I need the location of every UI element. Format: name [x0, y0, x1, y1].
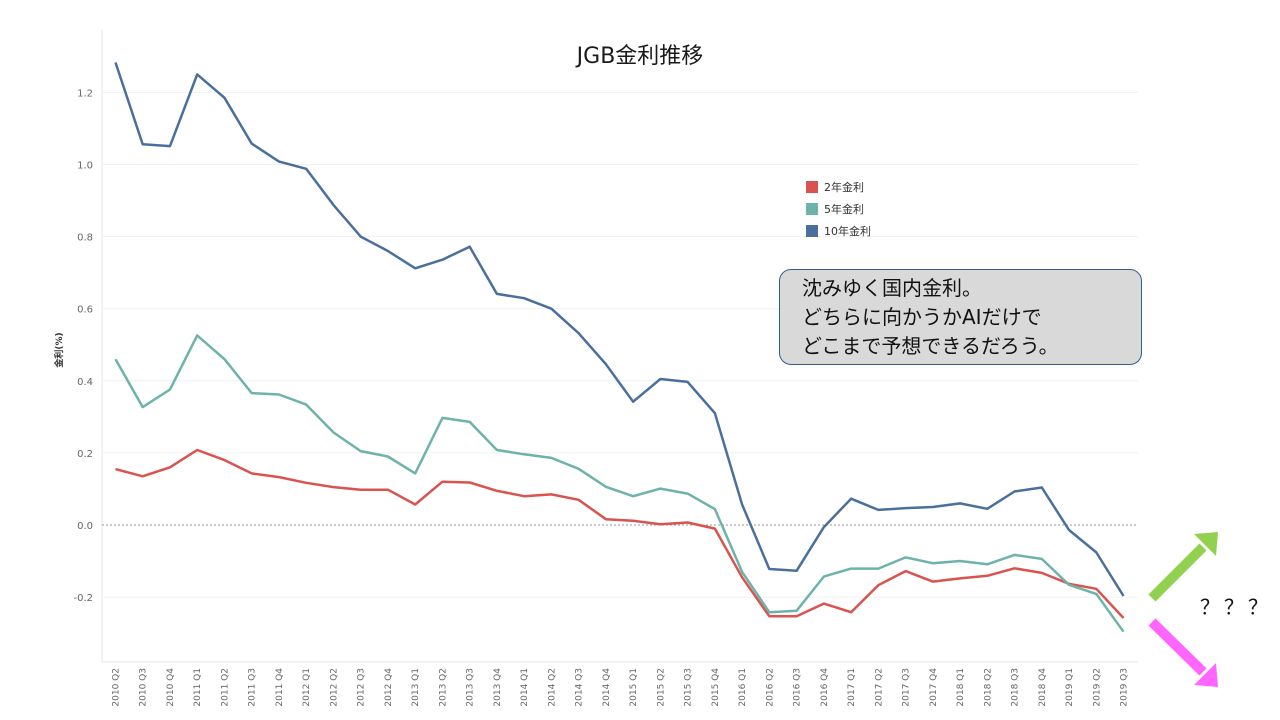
legend-label: 2年金利 [824, 181, 864, 194]
x-tick-label: 2015 Q1 [629, 668, 639, 707]
chart-title: JGB金利推移 [576, 44, 704, 69]
up-arrow [1148, 532, 1218, 602]
x-tick-label: 2010 Q3 [139, 668, 149, 707]
legend-swatch-10y [806, 225, 818, 237]
legend-item-5y: 5年金利 [806, 198, 871, 220]
x-tick-label: 2018 Q3 [1011, 668, 1021, 707]
legend-item-10y: 10年金利 [806, 220, 871, 242]
x-tick-label: 2012 Q1 [302, 668, 312, 707]
x-tick-label: 2018 Q4 [1038, 668, 1048, 707]
x-tick-label: 2017 Q3 [902, 668, 912, 707]
x-tick-label: 2014 Q1 [520, 668, 530, 707]
down-arrow [1148, 618, 1218, 687]
x-tick-label: 2011 Q2 [220, 668, 230, 707]
y-tick-label: 0.8 [77, 233, 93, 244]
callout-line: どちらに向かうかAIだけで [802, 305, 1042, 329]
x-tick-label: 2013 Q1 [411, 668, 421, 707]
x-tick-label: 2015 Q4 [711, 668, 721, 707]
x-tick-label: 2014 Q2 [547, 668, 557, 707]
x-tick-label: 2019 Q2 [1092, 668, 1102, 707]
legend-label: 10年金利 [824, 225, 871, 238]
y-tick-label: 0.2 [77, 449, 93, 460]
x-tick-label: 2015 Q2 [656, 668, 666, 707]
legend-swatch-2y [806, 181, 818, 193]
legend: 2年金利 5年金利 10年金利 [806, 176, 871, 242]
callout-line: 沈みゆく国内金利。 [802, 276, 982, 300]
legend-label: 5年金利 [824, 203, 864, 216]
series-line-0 [115, 448, 1125, 619]
x-axis-ticks: 2010 Q2 2010 Q3 2010 Q4 2011 Q1 2011 Q2 2011 … [112, 668, 1130, 707]
x-tick-label: 2012 Q4 [384, 668, 394, 707]
x-tick-label: 2017 Q1 [847, 668, 857, 707]
y-tick-label: 1.0 [77, 161, 93, 172]
x-tick-label: 2018 Q1 [956, 668, 966, 707]
x-tick-label: 2013 Q4 [493, 668, 503, 707]
legend-swatch-5y [806, 203, 818, 215]
x-tick-label: 2012 Q3 [357, 668, 367, 707]
y-axis-ticks: 1.2 1.0 0.8 0.6 0.4 0.2 0.0 -0.2 [73, 88, 93, 604]
x-tick-label: 2016 Q3 [793, 668, 803, 707]
y-tick-label: -0.2 [73, 593, 93, 604]
series-line-2 [114, 62, 1125, 597]
x-tick-label: 2010 Q4 [166, 668, 176, 707]
y-tick-label: 0.0 [77, 521, 93, 532]
x-tick-label: 2016 Q4 [820, 668, 830, 707]
series-lines [114, 62, 1125, 633]
question-marks: ？？？ [1200, 595, 1272, 619]
y-axis-label: 金利(%) [53, 332, 65, 368]
x-tick-label: 2013 Q3 [466, 668, 476, 707]
x-tick-label: 2011 Q1 [193, 668, 203, 707]
x-tick-label: 2018 Q2 [983, 668, 993, 707]
callout-box: 沈みゆく国内金利。 どちらに向かうかAIだけで どこまで予想できるだろう。 [779, 269, 1142, 365]
callout-line: どこまで予想できるだろう。 [802, 334, 1059, 358]
grid [101, 30, 1138, 663]
y-tick-label: 0.4 [77, 377, 93, 388]
x-tick-label: 2011 Q3 [248, 668, 258, 707]
x-tick-label: 2015 Q3 [684, 668, 694, 707]
series-line-1 [114, 334, 1125, 633]
x-tick-label: 2010 Q2 [112, 668, 122, 707]
x-tick-label: 2014 Q3 [575, 668, 585, 707]
x-tick-label: 2014 Q4 [602, 668, 612, 707]
x-tick-label: 2019 Q1 [1065, 668, 1075, 707]
x-tick-label: 2017 Q4 [929, 668, 939, 707]
x-tick-label: 2016 Q2 [765, 668, 775, 707]
x-tick-label: 2013 Q2 [438, 668, 448, 707]
y-tick-label: 1.2 [77, 88, 93, 99]
x-tick-label: 2017 Q2 [874, 668, 884, 707]
x-tick-label: 2019 Q3 [1120, 668, 1130, 707]
x-tick-label: 2016 Q1 [738, 668, 748, 707]
y-tick-label: 0.6 [77, 305, 93, 316]
legend-item-2y: 2年金利 [806, 176, 871, 198]
x-tick-label: 2012 Q2 [329, 668, 339, 707]
x-tick-label: 2011 Q4 [275, 668, 285, 707]
